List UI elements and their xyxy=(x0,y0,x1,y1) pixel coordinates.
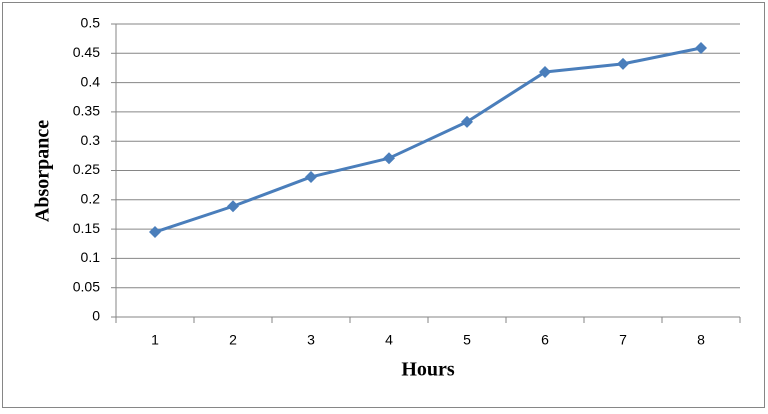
x-axis-title: Hours xyxy=(401,359,455,381)
x-tick-label: 3 xyxy=(307,332,315,348)
x-tick-label: 8 xyxy=(697,332,705,348)
y-tick-label: 0.25 xyxy=(73,161,100,177)
y-tick-label: 0 xyxy=(92,308,100,324)
x-tick-label: 2 xyxy=(229,332,237,348)
data-point xyxy=(305,170,317,183)
x-tick-label: 1 xyxy=(151,332,159,348)
y-tick-label: 0.05 xyxy=(73,278,100,294)
chart-border xyxy=(2,2,765,408)
data-point xyxy=(383,152,395,165)
data-point xyxy=(539,66,551,79)
y-axis-title: Absorpance xyxy=(32,120,54,222)
x-tick-label: 7 xyxy=(619,332,627,348)
data-point xyxy=(695,42,707,55)
y-tick-label: 0.35 xyxy=(73,103,100,119)
y-tick-label: 0.2 xyxy=(81,191,101,207)
data-point xyxy=(461,115,473,128)
y-tick-label: 0.45 xyxy=(73,44,100,60)
data-point xyxy=(617,57,629,70)
x-tick-label: 6 xyxy=(541,332,549,348)
x-tick-label: 5 xyxy=(463,332,471,348)
data-point xyxy=(227,200,239,213)
data-point xyxy=(149,226,161,239)
y-tick-label: 0.3 xyxy=(81,132,101,148)
y-tick-label: 0.1 xyxy=(81,249,101,265)
data-line xyxy=(154,46,702,234)
x-tick-label: 4 xyxy=(385,332,393,348)
y-tick-label: 0.15 xyxy=(73,220,100,236)
y-tick-label: 0.4 xyxy=(81,73,101,89)
y-tick-label: 0.5 xyxy=(81,15,101,31)
